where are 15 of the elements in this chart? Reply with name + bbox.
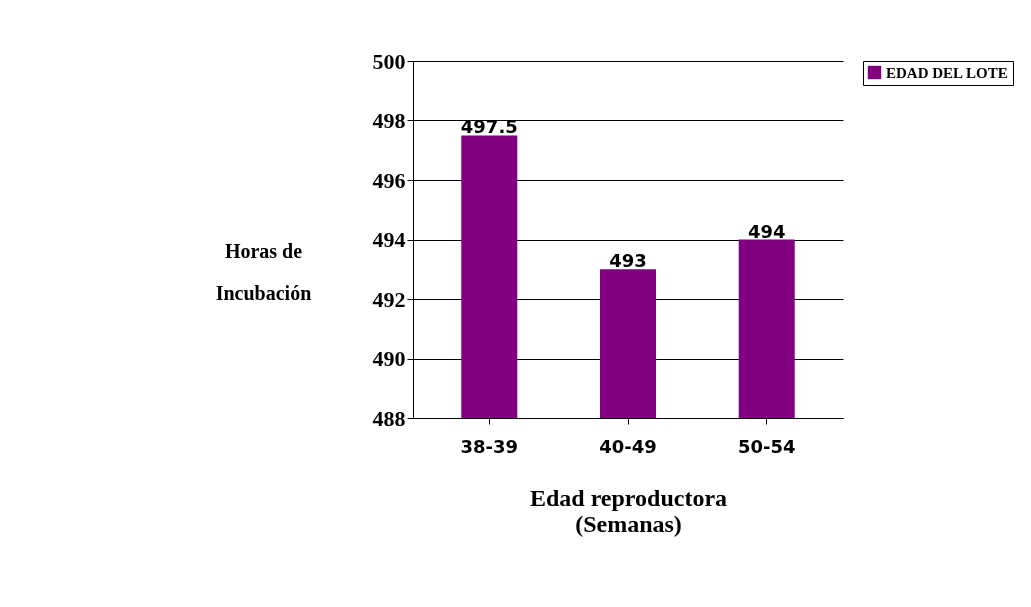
x-axis-title: Edad reproductora (Semanas) — [529, 484, 728, 537]
y-axis-title: Horas de Incubación — [215, 239, 312, 304]
y-tick-label: 490 — [372, 346, 406, 371]
y-tick-label: 498 — [372, 108, 406, 133]
y-tick-label: 496 — [372, 167, 406, 193]
x-tick-label: 40-49 — [599, 435, 657, 457]
y-tick-label: 500 — [372, 48, 406, 74]
x-tick-label: 50-54 — [737, 435, 796, 457]
x-tick-label: 38-39 — [460, 435, 519, 457]
data-label: 493 — [609, 250, 647, 272]
y-tick-label: 494 — [372, 227, 406, 252]
y-tick-label: 488 — [372, 405, 406, 431]
y-tick-label: 492 — [372, 286, 406, 312]
legend-label: EDAD DEL LOTE — [886, 64, 1008, 81]
data-label: 494 — [747, 220, 786, 242]
